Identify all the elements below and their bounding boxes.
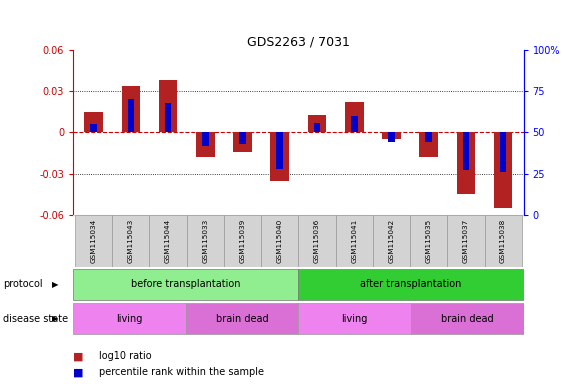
Text: ■: ■ — [73, 367, 84, 377]
Text: GSM115039: GSM115039 — [239, 219, 245, 263]
Bar — [187, 215, 224, 267]
Bar — [261, 215, 298, 267]
Text: GSM115042: GSM115042 — [388, 219, 395, 263]
Text: protocol: protocol — [3, 279, 42, 289]
Text: disease state: disease state — [3, 314, 68, 324]
Bar — [150, 215, 187, 267]
Bar — [447, 215, 485, 267]
Title: GDS2263 / 7031: GDS2263 / 7031 — [247, 36, 350, 49]
Text: living: living — [342, 314, 368, 324]
Text: ▶: ▶ — [52, 280, 59, 289]
Bar — [351, 116, 358, 132]
Bar — [494, 132, 512, 208]
Bar — [463, 132, 469, 170]
Text: before transplantation: before transplantation — [131, 279, 240, 289]
Bar — [298, 215, 336, 267]
Bar — [75, 215, 112, 267]
Bar — [410, 215, 447, 267]
Bar — [388, 132, 395, 142]
Bar — [276, 132, 283, 169]
Bar — [345, 102, 364, 132]
Bar — [159, 80, 177, 132]
Text: GSM115040: GSM115040 — [277, 219, 283, 263]
Text: brain dead: brain dead — [216, 314, 269, 324]
Text: brain dead: brain dead — [441, 314, 494, 324]
Bar — [270, 132, 289, 180]
Bar — [239, 132, 246, 144]
Bar — [425, 132, 432, 142]
Bar — [457, 132, 475, 194]
Text: GSM115044: GSM115044 — [165, 219, 171, 263]
Text: log10 ratio: log10 ratio — [99, 351, 151, 361]
Text: GSM115034: GSM115034 — [91, 219, 97, 263]
Bar — [373, 215, 410, 267]
Bar — [308, 114, 327, 132]
Bar — [298, 303, 411, 334]
Text: ▶: ▶ — [52, 314, 59, 323]
Bar — [298, 269, 524, 300]
Bar — [84, 112, 103, 132]
Bar — [314, 122, 320, 132]
Bar — [73, 303, 186, 334]
Bar — [382, 132, 401, 139]
Text: GSM115035: GSM115035 — [426, 219, 432, 263]
Bar — [196, 132, 215, 157]
Bar — [500, 132, 507, 172]
Bar — [233, 132, 252, 152]
Text: after transplantation: after transplantation — [360, 279, 462, 289]
Bar — [186, 303, 298, 334]
Bar — [73, 269, 298, 300]
Text: living: living — [117, 314, 142, 324]
Text: percentile rank within the sample: percentile rank within the sample — [99, 367, 263, 377]
Bar — [411, 303, 524, 334]
Bar — [336, 215, 373, 267]
Text: GSM115037: GSM115037 — [463, 219, 469, 263]
Bar — [122, 86, 140, 132]
Bar — [419, 132, 438, 157]
Text: GSM115041: GSM115041 — [351, 219, 358, 263]
Bar — [202, 132, 209, 146]
Bar — [165, 103, 172, 132]
Text: GSM115043: GSM115043 — [128, 219, 134, 263]
Text: GSM115033: GSM115033 — [202, 219, 208, 263]
Bar — [90, 124, 97, 132]
Bar — [224, 215, 261, 267]
Bar — [485, 215, 522, 267]
Bar — [128, 99, 134, 132]
Text: GSM115038: GSM115038 — [500, 219, 506, 263]
Bar — [112, 215, 150, 267]
Text: GSM115036: GSM115036 — [314, 219, 320, 263]
Text: ■: ■ — [73, 351, 84, 361]
